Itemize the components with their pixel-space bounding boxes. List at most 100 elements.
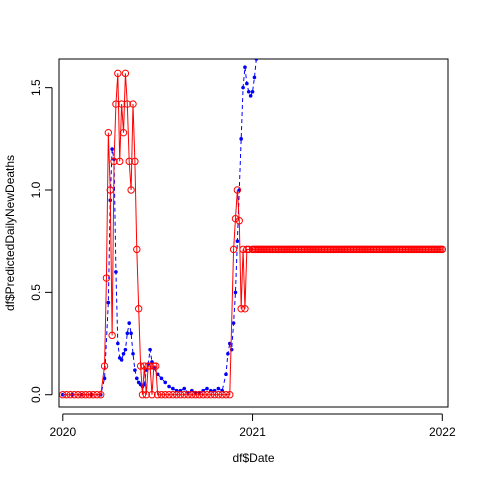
data-point [245,81,249,86]
data-point [252,75,257,80]
data-point [133,368,137,372]
x-axis: 2020 2021 2022 [49,413,456,439]
data-point [74,391,82,399]
data-point [131,351,135,356]
data-point [135,376,139,381]
data-point [144,362,152,370]
data-point [438,245,447,254]
data-point [246,89,251,94]
data-point [235,217,243,225]
data-point [127,321,132,325]
data-point [207,391,215,399]
data-point [241,305,249,313]
data-point [114,69,122,78]
data-point [226,391,234,399]
data-point [116,157,124,166]
series-red [59,69,447,399]
data-point [167,384,171,389]
data-point [224,372,228,377]
data-point [112,100,120,108]
data-point [172,391,181,399]
data-point [119,128,128,137]
data-point [121,69,130,78]
data-point [129,100,137,108]
data-point [123,100,132,108]
data-point [163,380,168,385]
data-point [146,362,154,370]
series-blue [60,59,259,397]
data-point [229,245,238,254]
data-point [199,391,207,399]
y-tick-label: 1.5 [29,79,43,96]
data-point [239,245,247,254]
data-point [241,85,245,90]
data-point [110,147,114,151]
data-point [136,362,145,370]
data-point [78,391,86,399]
data-point [134,305,143,313]
data-point [127,186,135,194]
data-point [59,391,67,399]
data-point [129,331,133,336]
data-point [171,386,175,391]
y-tick-label: 1.0 [29,181,43,198]
data-point [138,391,147,399]
data-point [102,376,107,381]
data-point [108,331,116,340]
data-point [142,391,150,399]
data-point [184,391,192,399]
data-point [195,391,204,399]
data-point [140,362,149,370]
data-point [81,391,90,399]
data-point [231,321,236,325]
data-point [97,391,105,399]
y-tick-label: 0.5 [29,284,43,301]
data-point [250,89,255,94]
data-point [125,157,133,166]
data-point [243,245,251,254]
data-point [131,157,139,166]
data-point [119,358,124,362]
data-point [114,270,118,274]
data-point [214,391,223,399]
data-point [117,100,126,108]
series-layer [59,59,447,399]
y-axis-label: df$PredictedDailyNewDeaths [3,155,17,311]
data-point [248,94,253,98]
data-point [116,341,120,346]
data-point [106,186,114,194]
data-point [133,245,141,254]
data-point [125,331,130,336]
data-point [62,391,71,399]
x-tick-label: 2020 [49,425,76,439]
data-point [85,391,94,399]
x-tick-label: 2021 [239,425,266,439]
data-point [180,391,188,399]
data-point [157,391,166,399]
data-point [188,391,196,399]
data-point [216,386,221,391]
y-axis: 0.0 0.5 1.0 1.5 [29,79,53,403]
data-point [150,362,158,370]
data-point [93,391,101,399]
data-point [233,186,242,194]
data-point [66,391,75,399]
data-point [176,391,185,399]
data-point [165,391,173,399]
x-tick-label: 2022 [429,425,456,439]
data-point [102,274,111,282]
x-axis-label: df$Date [232,451,274,465]
data-point [203,391,211,399]
y-tick-label: 0.0 [29,386,43,403]
data-point [210,391,219,399]
data-point [237,305,245,313]
data-point [159,376,164,381]
data-point [254,59,259,61]
plot-frame [58,58,449,408]
data-point [148,391,156,399]
data-point [104,128,113,137]
data-point [152,362,160,370]
data-point [233,290,238,295]
series-line [62,73,443,396]
